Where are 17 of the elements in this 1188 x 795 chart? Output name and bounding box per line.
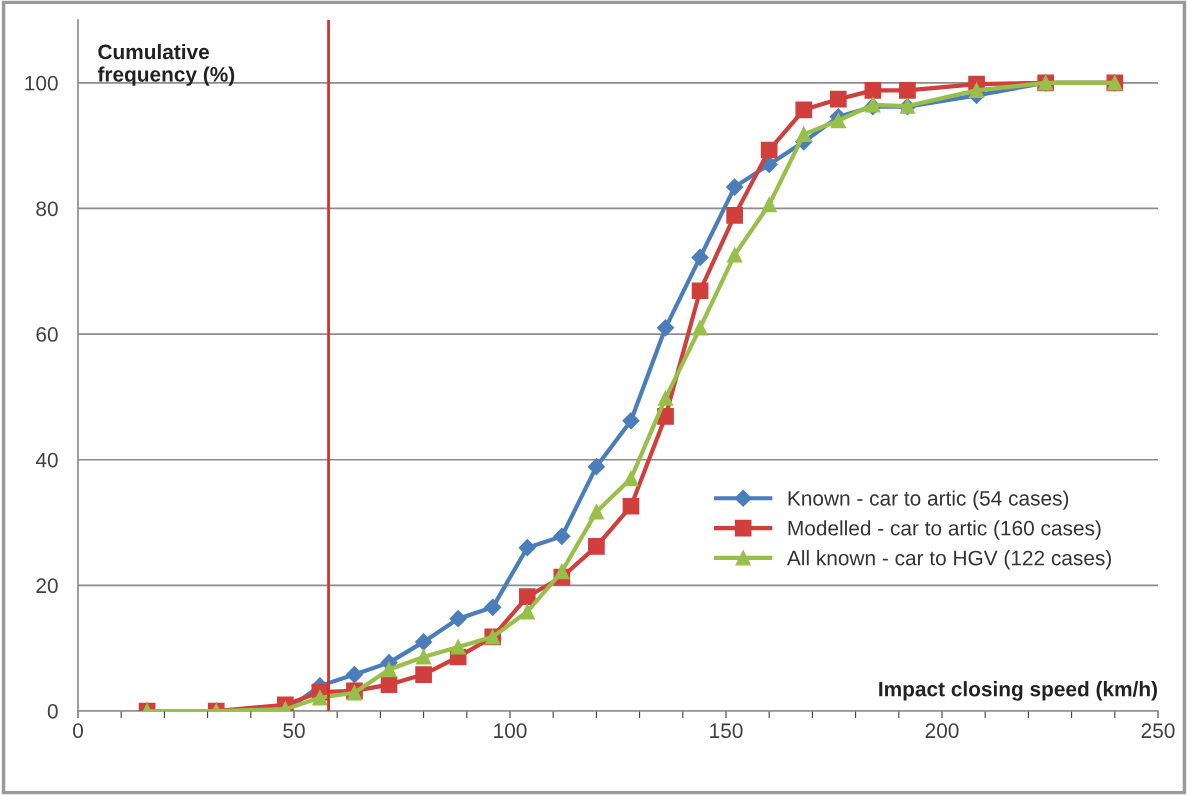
x-axis-title: Impact closing speed (km/h) bbox=[879, 681, 1157, 701]
legend-label: All known - car to HGV (122 cases) bbox=[786, 550, 1111, 570]
y-tick-label: 40 bbox=[35, 452, 58, 468]
x-tick-label: 200 bbox=[925, 723, 959, 739]
x-tick-label: 250 bbox=[1141, 723, 1175, 739]
x-tick-label: 150 bbox=[710, 723, 743, 739]
y-tick-label: 80 bbox=[36, 201, 58, 217]
legend-label: Modelled - car to artic (160 cases) bbox=[788, 520, 1101, 540]
x-tick-label: 50 bbox=[283, 723, 305, 739]
legend-label: Known - car to artic (54 cases) bbox=[788, 490, 1069, 510]
x-tick-label: 0 bbox=[73, 723, 83, 739]
y-axis-title: Cumulative frequency (%) bbox=[97, 43, 235, 86]
y-tick-label: 60 bbox=[36, 327, 58, 342]
x-tick-label: 100 bbox=[494, 723, 527, 739]
y-tick-label: 100 bbox=[25, 75, 58, 91]
y-tick-label: 0 bbox=[47, 704, 58, 719]
y-tick-label: 20 bbox=[36, 578, 58, 594]
